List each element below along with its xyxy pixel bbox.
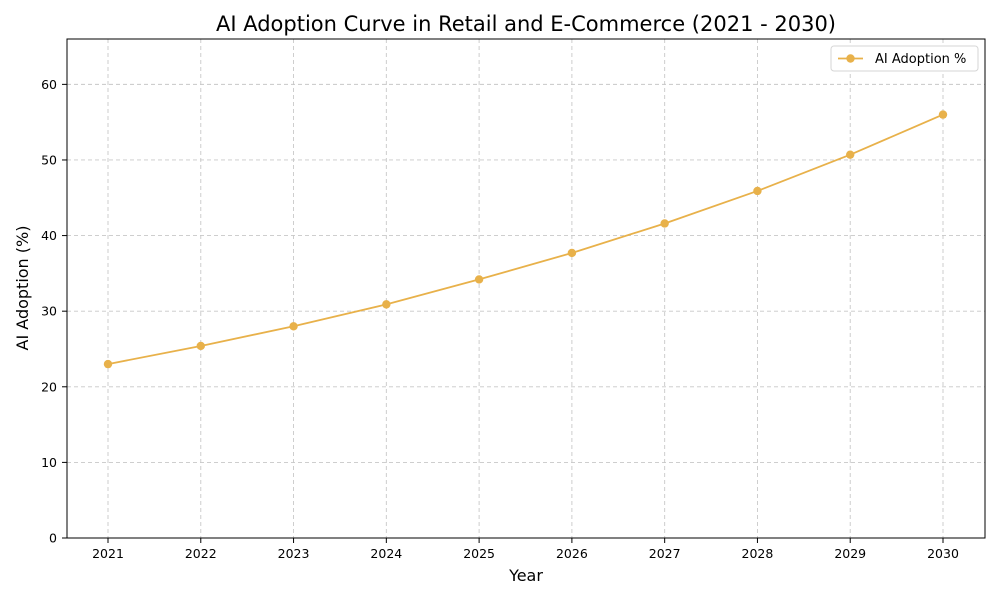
data-point: [753, 186, 762, 196]
data-point: [103, 359, 113, 369]
y-tick-label: 20: [41, 379, 57, 394]
data-point: [474, 275, 484, 284]
x-tick-label: 2027: [649, 546, 681, 561]
data-point: [382, 300, 391, 309]
series-layer: [103, 110, 948, 369]
y-tick-label: 30: [41, 304, 57, 319]
data-point: [846, 150, 855, 159]
x-tick-label: 2023: [278, 546, 310, 561]
x-tick-label: 2024: [370, 546, 402, 561]
data-point: [567, 248, 577, 258]
x-tick-label: 2026: [556, 546, 588, 561]
grid-x: [107, 39, 944, 538]
legend-entry-label: AI Adoption %: [875, 52, 966, 67]
legend-marker-swatch: [846, 54, 855, 63]
chart-title: AI Adoption Curve in Retail and E-Commer…: [216, 12, 836, 36]
x-tick-label: 2025: [463, 546, 495, 561]
legend-box: [830, 45, 979, 72]
plot-area: [66, 38, 986, 539]
data-point: [289, 322, 298, 331]
x-tick-label: 2030: [927, 546, 959, 561]
x-tick-label: 2022: [185, 546, 217, 561]
x-tick-label: 2028: [742, 546, 774, 561]
y-axis-ticks: 0 10 20 30 40 50 60: [41, 77, 67, 546]
data-point: [196, 341, 205, 351]
x-tick-label: 2021: [92, 546, 124, 561]
x-axis-label: Year: [508, 566, 543, 585]
legend: AI Adoption %: [830, 45, 979, 72]
y-tick-label: 60: [41, 77, 57, 92]
y-tick-label: 10: [41, 455, 57, 470]
data-point: [938, 110, 948, 119]
plot-frame: [66, 38, 986, 539]
y-tick-label: 0: [49, 531, 57, 546]
y-tick-label: 50: [41, 152, 57, 167]
series-line: [107, 113, 944, 365]
x-tick-label: 2029: [834, 546, 866, 561]
y-axis-label: AI Adoption (%): [13, 226, 32, 351]
data-point: [660, 219, 669, 228]
y-tick-label: 40: [41, 228, 57, 243]
x-axis-ticks: 2021 2022 2023 2024 2025 2026 2027 2028 2029 2030: [92, 538, 959, 561]
